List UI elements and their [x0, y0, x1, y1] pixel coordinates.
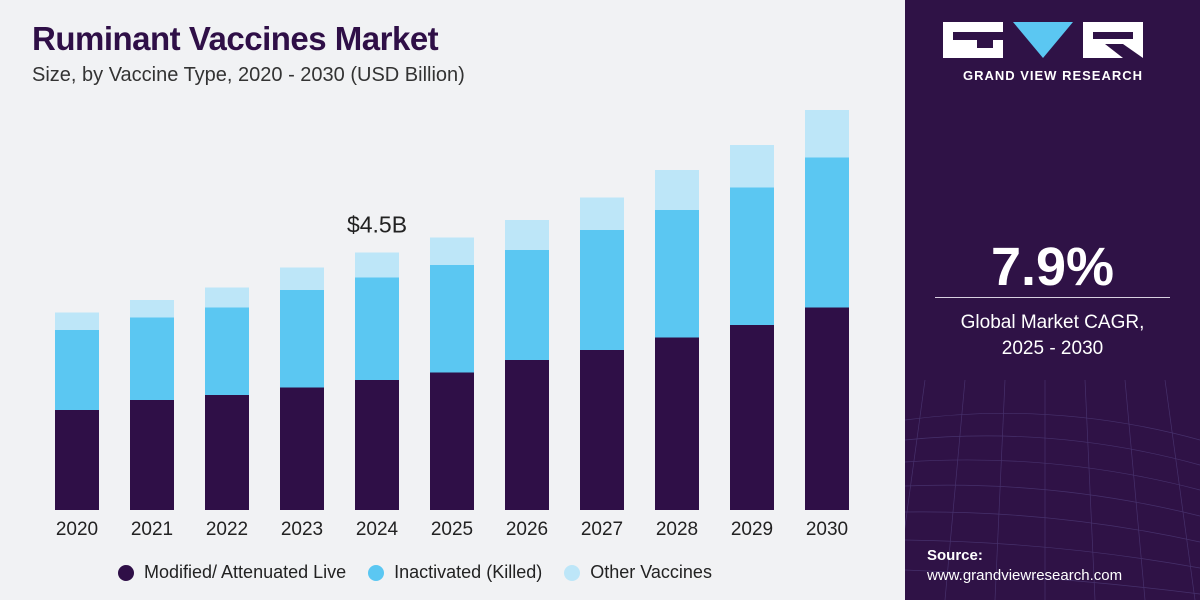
- x-tick-label-2025: 2025: [431, 519, 473, 540]
- grand-view-research-logo: GRAND VIEW RESEARCH: [943, 22, 1163, 83]
- bar-2030-inactivated-killed: [805, 157, 849, 308]
- bar-2022-other-vaccines: [205, 287, 249, 308]
- bar-2020-other-vaccines: [55, 312, 99, 330]
- bar-2028-inactivated-killed: [655, 210, 699, 338]
- bar-2027-modified-attenuated-live: [580, 350, 624, 510]
- bar-2022-modified-attenuated-live: [205, 395, 249, 510]
- bar-2021-modified-attenuated-live: [130, 400, 174, 510]
- bar-2030-other-vaccines: [805, 110, 849, 158]
- cagr-divider: [935, 297, 1170, 298]
- bar-2026-inactivated-killed: [505, 250, 549, 360]
- bar-2021-other-vaccines: [130, 300, 174, 318]
- legend-swatch-inactivated: [368, 564, 385, 581]
- chart-subtitle: Size, by Vaccine Type, 2020 - 2030 (USD …: [32, 64, 465, 86]
- x-tick-label-2029: 2029: [731, 519, 773, 540]
- cagr-value: 7.9%: [990, 237, 1115, 297]
- bar-2022-inactivated-killed: [205, 307, 249, 395]
- info-sidebar: GRAND VIEW RESEARCH 7.9% Global Market C…: [905, 0, 1200, 600]
- cagr-label-line1: Global Market CAGR,: [960, 312, 1145, 333]
- cagr-label: Global Market CAGR, 2025 - 2030: [905, 310, 1200, 362]
- bar-2025-modified-attenuated-live: [430, 372, 474, 510]
- bar-2023-modified-attenuated-live: [280, 387, 324, 510]
- legend-swatch-other: [564, 564, 581, 581]
- bar-2024-modified-attenuated-live: [355, 380, 399, 510]
- bar-2030-modified-attenuated-live: [805, 307, 849, 510]
- chart-title: Ruminant Vaccines Market: [32, 20, 439, 57]
- bar-2028-modified-attenuated-live: [655, 337, 699, 510]
- x-tick-label-2030: 2030: [806, 519, 848, 540]
- x-tick-label-2022: 2022: [206, 519, 248, 540]
- bar-2026-modified-attenuated-live: [505, 360, 549, 510]
- legend-label-inactivated: Inactivated (Killed): [394, 562, 543, 582]
- bar-2020-modified-attenuated-live: [55, 410, 99, 510]
- x-tick-label-2026: 2026: [506, 519, 548, 540]
- bar-2024-other-vaccines: [355, 252, 399, 278]
- legend-item-live: Modified/ Attenuated Live: [118, 562, 346, 583]
- wireframe-mesh-decoration: [905, 380, 1200, 600]
- bar-2026-other-vaccines: [505, 220, 549, 250]
- logo-text: GRAND VIEW RESEARCH: [962, 68, 1144, 83]
- bar-chart: 2020 2021 2022 2023 2024 2025 2026 2027 2028 2029…: [55, 110, 849, 540]
- bar-2029-inactivated-killed: [730, 187, 774, 325]
- bar-2025-other-vaccines: [430, 237, 474, 265]
- x-tick-label-2021: 2021: [131, 519, 173, 540]
- legend-item-inactivated: Inactivated (Killed): [368, 562, 542, 583]
- source-title: Source:: [927, 547, 983, 564]
- logo-g-shape: [943, 22, 1003, 58]
- legend-item-other: Other Vaccines: [564, 562, 712, 583]
- x-tick-label-2028: 2028: [656, 519, 698, 540]
- bar-2027-inactivated-killed: [580, 230, 624, 350]
- cagr-label-line2: 2025 - 2030: [1001, 338, 1104, 359]
- logo-mark: [943, 22, 1163, 58]
- bar-2024-inactivated-killed: [355, 277, 399, 380]
- bar-2020-inactivated-killed: [55, 330, 99, 410]
- x-tick-label-2020: 2020: [56, 519, 98, 540]
- bar-2025-inactivated-killed: [430, 265, 474, 373]
- bar-2029-modified-attenuated-live: [730, 325, 774, 510]
- x-tick-label-2024: 2024: [356, 519, 399, 540]
- bar-2029-other-vaccines: [730, 145, 774, 188]
- x-tick-label-2023: 2023: [281, 519, 323, 540]
- bar-2021-inactivated-killed: [130, 317, 174, 400]
- legend-label-other: Other Vaccines: [590, 562, 712, 582]
- source-block: Source: www.grandviewresearch.com: [927, 546, 1122, 586]
- legend-swatch-live: [118, 564, 134, 581]
- bar-2028-other-vaccines: [655, 170, 699, 210]
- chart-panel: Ruminant Vaccines Market Size, by Vaccin…: [32, 20, 849, 583]
- x-tick-label-2027: 2027: [581, 519, 623, 540]
- logo-v-shape: [1013, 22, 1073, 58]
- chart-legend: Modified/ Attenuated Live Inactivated (K…: [118, 562, 734, 583]
- source-link[interactable]: www.grandviewresearch.com: [927, 567, 1123, 584]
- bar-2023-inactivated-killed: [280, 290, 324, 388]
- bar-annotation-2024: $4.5B: [347, 212, 407, 238]
- bar-2023-other-vaccines: [280, 267, 324, 290]
- legend-label-live: Modified/ Attenuated Live: [144, 562, 347, 582]
- logo-r-shape: [1083, 22, 1143, 58]
- bar-2027-other-vaccines: [580, 197, 624, 230]
